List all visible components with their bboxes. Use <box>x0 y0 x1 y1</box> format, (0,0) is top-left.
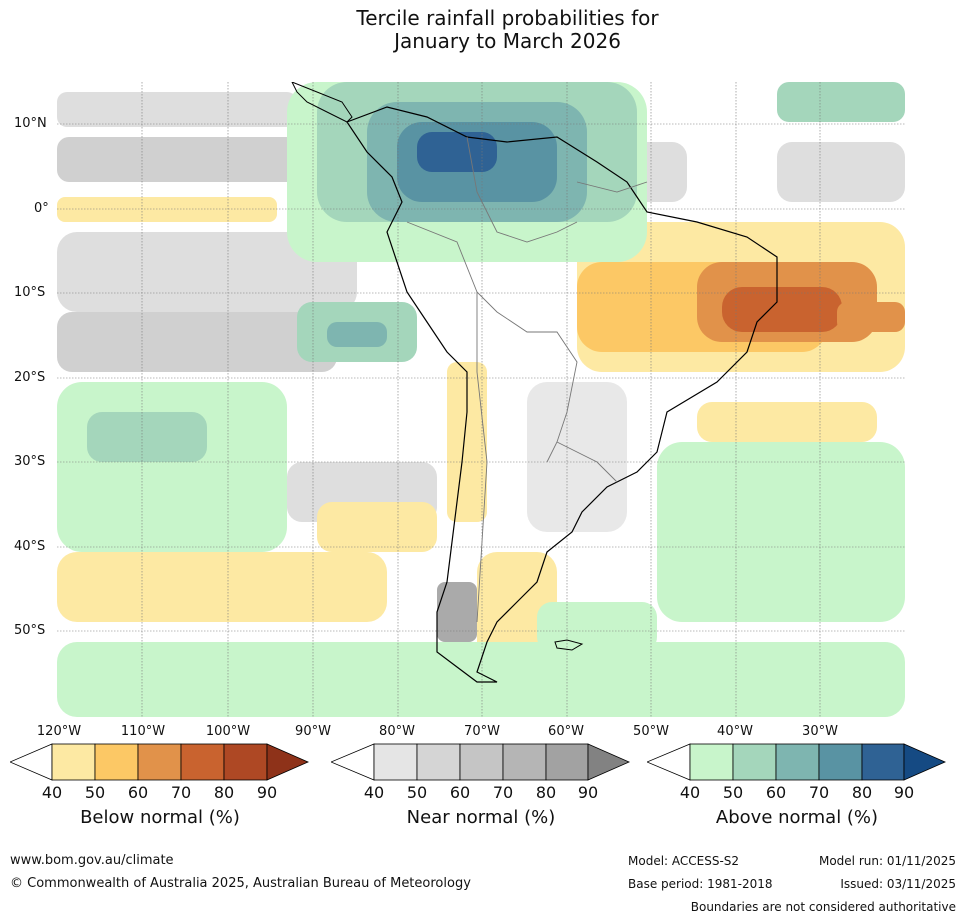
chart-title-line2: January to March 2026 <box>394 29 621 53</box>
lon-label-80w: 80°W <box>379 724 415 739</box>
falkland-islands <box>554 639 584 651</box>
legend-near-normal-swatch-1 <box>373 743 418 781</box>
legend-above-tick-90: 90 <box>893 783 915 802</box>
legend-above-normal-swatch-3 <box>775 743 820 781</box>
legend-below-normal-swatch-4 <box>180 743 225 781</box>
lon-label-30w: 30°W <box>802 724 838 739</box>
legend-near-normal-swatch-3 <box>459 743 504 781</box>
map-area[interactable] <box>57 82 905 717</box>
lon-label-120w: 120°W <box>36 724 82 739</box>
legend-near-tick-50: 50 <box>406 783 428 802</box>
lon-label-70w: 70°W <box>464 724 500 739</box>
legend-below-normal-colorbar <box>8 743 309 781</box>
legend-below-normal: 40 50 60 70 80 90 Below normal (%) <box>8 743 310 843</box>
legend-below-tick-80: 80 <box>213 783 235 802</box>
legend-below-normal-title: Below normal (%) <box>80 807 240 828</box>
legend-above-normal-swatch-4 <box>818 743 863 781</box>
chart-title-line1: Tercile rainfall probabilities for <box>356 6 659 30</box>
lon-label-60w: 60°W <box>548 724 584 739</box>
legend-above-tick-80: 80 <box>851 783 873 802</box>
lat-label-10s: 10°S <box>14 285 46 300</box>
legend-near-normal-swatch-under <box>329 743 375 781</box>
lat-label-50s: 50°S <box>14 623 46 638</box>
footer-disclaimer: Boundaries are not considered authoritat… <box>690 900 956 914</box>
footer-model: Model: ACCESS-S2 <box>628 854 740 868</box>
legend-above-normal: 40 50 60 70 80 90 Above normal (%) <box>645 743 947 843</box>
legend-above-tick-60: 60 <box>765 783 787 802</box>
country-boundaries <box>406 136 648 623</box>
lon-label-100w: 100°W <box>205 724 251 739</box>
legend-near-normal-swatch-2 <box>416 743 461 781</box>
lon-label-90w: 90°W <box>295 724 331 739</box>
legend-near-normal-colorbar <box>329 743 630 781</box>
legend-near-tick-60: 60 <box>449 783 471 802</box>
legend-above-normal-swatch-under <box>645 743 691 781</box>
legend-above-tick-50: 50 <box>722 783 744 802</box>
legend-below-normal-swatch-5 <box>223 743 268 781</box>
legend-below-tick-90: 90 <box>256 783 278 802</box>
footer-issued: Issued: 03/11/2025 <box>840 877 956 891</box>
legend-near-tick-80: 80 <box>535 783 557 802</box>
legend-near-normal-title: Near normal (%) <box>406 807 556 828</box>
footer-copyright: © Commonwealth of Australia 2025, Austra… <box>10 876 471 891</box>
legend-above-normal-swatch-1 <box>689 743 734 781</box>
lat-label-40s: 40°S <box>14 539 46 554</box>
central-america-coastline <box>291 82 353 123</box>
lat-label-0: 0° <box>34 201 49 216</box>
legend-above-normal-swatch-over <box>903 743 946 781</box>
legend-near-tick-90: 90 <box>577 783 599 802</box>
legend-below-normal-swatch-3 <box>137 743 182 781</box>
lat-label-30s: 30°S <box>14 454 46 469</box>
above-normal-patches <box>57 82 905 717</box>
legend-near-normal: 40 50 60 70 80 90 Near normal (%) <box>329 743 631 843</box>
lat-label-20s: 20°S <box>14 370 46 385</box>
legend-above-normal-title: Above normal (%) <box>715 807 879 828</box>
legend-near-normal-swatch-5 <box>545 743 589 781</box>
legend-above-normal-swatch-5 <box>861 743 905 781</box>
legend-above-tick-40: 40 <box>679 783 701 802</box>
legend-near-normal-swatch-over <box>587 743 630 781</box>
legend-above-normal-colorbar <box>645 743 946 781</box>
legend-above-normal-swatch-2 <box>732 743 777 781</box>
lon-label-40w: 40°W <box>717 724 753 739</box>
legend-near-tick-40: 40 <box>363 783 385 802</box>
footer-model-run: Model run: 01/11/2025 <box>818 854 956 868</box>
legend-near-normal-swatch-4 <box>502 743 547 781</box>
legend-below-normal-swatch-under <box>8 743 53 781</box>
legend-below-tick-60: 60 <box>127 783 149 802</box>
south-america-coastline <box>346 106 778 683</box>
legend-below-normal-swatch-over <box>266 743 309 781</box>
legend-near-tick-70: 70 <box>492 783 514 802</box>
rainfall-probability-map <box>57 82 905 717</box>
graticule <box>57 82 905 717</box>
below-normal-patches <box>57 197 905 662</box>
legend-above-tick-70: 70 <box>808 783 830 802</box>
lat-label-10n: 10°N <box>14 116 47 131</box>
legend-below-normal-swatch-1 <box>51 743 96 781</box>
legend-below-tick-70: 70 <box>170 783 192 802</box>
legend-below-tick-40: 40 <box>41 783 63 802</box>
legend-below-normal-swatch-2 <box>94 743 139 781</box>
lon-label-110w: 110°W <box>120 724 166 739</box>
legend-below-tick-50: 50 <box>84 783 106 802</box>
footer-base-period: Base period: 1981-2018 <box>628 877 773 891</box>
footer-website: www.bom.gov.au/climate <box>10 853 174 868</box>
lon-label-50w: 50°W <box>633 724 669 739</box>
